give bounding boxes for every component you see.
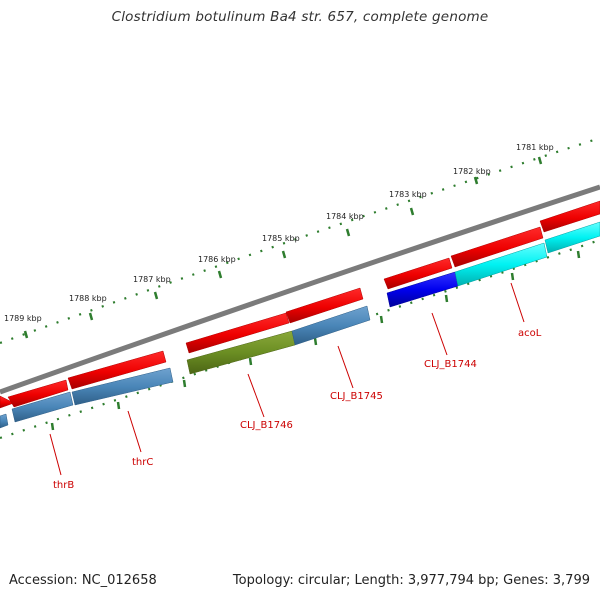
cds-arrow[interactable] <box>539 200 600 233</box>
gene-label-acoL[interactable]: acoL <box>518 328 542 339</box>
genome-title: Clostridium botulinum Ba4 str. 657, comp… <box>111 9 489 25</box>
cds-arrow[interactable] <box>67 350 167 390</box>
scale-label-1783: 1783 kbp <box>389 190 427 199</box>
gene-track <box>0 221 600 429</box>
gene-label-thrC[interactable]: thrC <box>132 457 153 468</box>
cds-arrow[interactable] <box>7 379 69 408</box>
gene-block[interactable] <box>0 413 9 429</box>
gene-leader-lines <box>49 282 525 476</box>
inner-ticks <box>50 250 581 431</box>
cds-arrow[interactable] <box>450 226 544 268</box>
cds-arrow[interactable] <box>0 395 15 409</box>
genome-summary-text: Topology: circular; Length: 3,977,794 bp… <box>232 573 590 588</box>
cds-arrow[interactable] <box>285 287 364 324</box>
scale-label-1788: 1788 kbp <box>69 294 107 303</box>
gene-block[interactable] <box>544 221 600 254</box>
scale-label-1786: 1786 kbp <box>198 255 236 264</box>
gene-block-CLJ_B1745[interactable] <box>291 305 371 346</box>
gene-block-acoL[interactable] <box>454 242 548 287</box>
major-ticks <box>23 156 543 339</box>
genome-backbone <box>0 184 600 395</box>
scale-label-1784: 1784 kbp <box>326 212 364 221</box>
scale-label-1781: 1781 kbp <box>516 143 554 152</box>
gene-block-thrB[interactable] <box>11 391 74 423</box>
scale-label-1789: 1789 kbp <box>4 314 42 323</box>
gene-label-CLJ_B1746[interactable]: CLJ_B1746 <box>240 420 293 431</box>
gene-label-CLJ_B1744[interactable]: CLJ_B1744 <box>424 359 477 370</box>
gene-label-CLJ_B1745[interactable]: CLJ_B1745 <box>330 391 383 402</box>
scale-label-1782: 1782 kbp <box>453 167 491 176</box>
scale-label-1787: 1787 kbp <box>133 275 171 284</box>
gene-label-thrB[interactable]: thrB <box>53 480 74 491</box>
cds-arrow[interactable] <box>185 312 290 354</box>
cds-track-top <box>0 200 600 409</box>
gene-block-thrC[interactable] <box>71 367 174 406</box>
accession-text: Accession: NC_012658 <box>9 573 157 588</box>
scale-label-1785: 1785 kbp <box>262 234 300 243</box>
cds-arrow[interactable] <box>383 257 453 290</box>
